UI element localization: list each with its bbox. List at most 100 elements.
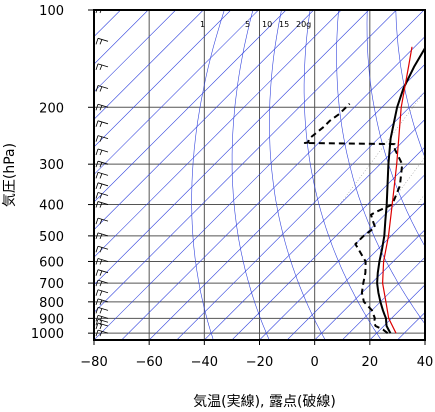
wind-barb-flag	[95, 307, 99, 314]
wind-barb-flag	[95, 330, 99, 337]
wind-barb-flag	[95, 322, 99, 330]
x-tick-label: 0	[311, 355, 319, 370]
x-tick-label: 40	[417, 355, 434, 370]
y-tick-label: 700	[39, 277, 64, 292]
wind-barb-flag	[99, 39, 103, 45]
mixing-ratio-labels: 1 5 10 15 20g	[200, 20, 311, 29]
wind-barb-flag	[99, 105, 103, 111]
y-tick-label: 1000	[31, 327, 64, 342]
wind-barb-flag	[95, 289, 99, 296]
wind-barb-flag	[95, 85, 99, 92]
x-tick-label: −40	[191, 355, 218, 370]
mixing-ratio-label: 5	[245, 20, 250, 29]
isotherm-line	[94, 10, 370, 286]
wind-barb-shaft	[97, 120, 109, 125]
wind-barb-flag	[99, 331, 103, 337]
wind-barb	[95, 103, 109, 111]
wind-barb-shaft	[97, 279, 109, 284]
wind-barb-flag	[95, 120, 99, 127]
wind-barb	[95, 322, 109, 330]
mixing-ratio-line	[431, 24, 435, 205]
wind-barb-shaft	[97, 217, 109, 222]
isotherm-line	[94, 10, 314, 231]
mixing-ratio-label: 15	[279, 20, 289, 29]
wind-barb-flag	[99, 316, 103, 322]
wind-barb	[95, 120, 109, 127]
wind-barb-flag	[99, 270, 103, 276]
isotherm-line	[176, 91, 425, 340]
wind-barb-shaft	[97, 258, 109, 262]
wind-barb-flag	[95, 298, 99, 305]
dry-adiabat-line	[231, 10, 270, 340]
x-axis-ticks: −80 −60 −40 −20 0 20 40	[80, 340, 433, 370]
y-tick-label: 500	[39, 230, 64, 245]
wind-barb-flag	[99, 299, 103, 305]
wind-barb-flag	[99, 183, 103, 189]
isotherm-line	[94, 10, 176, 93]
isotherm-line	[424, 339, 425, 340]
isotherm-line	[121, 36, 425, 340]
mixing-ratio-label: 1	[200, 20, 205, 29]
dry-adiabat-line	[191, 10, 225, 340]
isotherm-line	[94, 10, 425, 340]
wind-barb-flag	[99, 323, 103, 330]
wind-barb-shaft	[97, 289, 109, 294]
x-tick-label: −80	[80, 355, 107, 370]
y-tick-label: 100	[39, 4, 64, 19]
wind-barb-flag	[95, 148, 99, 156]
wind-barb-shaft	[97, 318, 109, 323]
y-tick-label: 200	[39, 101, 64, 116]
x-tick-label: −20	[246, 355, 273, 370]
wind-barb-flag	[95, 192, 99, 199]
wind-barb-shaft	[97, 160, 109, 165]
isotherm-line	[94, 10, 287, 203]
wind-barb-flag	[99, 173, 103, 179]
wind-barb	[95, 135, 109, 142]
y-tick-label: 400	[39, 199, 64, 214]
wind-barbs	[95, 10, 109, 337]
wind-barb-shaft	[97, 201, 109, 205]
wind-barb-flag	[95, 38, 99, 45]
wind-barb-shaft	[97, 135, 109, 139]
wind-barb-shaft	[97, 148, 109, 153]
y-tick-label: 300	[39, 158, 64, 173]
isotherm-line	[286, 201, 425, 340]
y-tick-label: 900	[39, 312, 64, 327]
wind-barb-flag	[95, 135, 99, 142]
wind-barb-flag	[99, 193, 103, 199]
mixing-ratio-label: 20g	[296, 20, 311, 29]
wind-barb-flag	[95, 258, 99, 265]
wind-barb-shaft	[97, 103, 109, 108]
wind-barb-shaft	[97, 192, 109, 196]
wind-barb-shaft	[97, 232, 109, 237]
reference-line	[382, 46, 413, 334]
isotherm-line	[342, 256, 425, 340]
wind-barb-flag	[99, 149, 103, 156]
wind-barb-flag	[99, 280, 103, 287]
wind-barb-shaft	[97, 298, 109, 303]
wind-barb-flag	[95, 269, 99, 276]
wind-barb-flag	[95, 161, 99, 168]
wind-barb-flag	[99, 121, 103, 127]
wind-barb-flag	[99, 320, 103, 326]
y-axis-title: 気圧(hPa)	[2, 143, 18, 207]
wind-barb	[95, 148, 109, 156]
wind-barb	[95, 269, 109, 276]
wind-barb	[95, 217, 109, 225]
wind-barb-flag	[95, 201, 99, 208]
wind-barb	[95, 85, 109, 92]
dry-adiabat-line	[395, 10, 425, 159]
isotherm-line	[94, 10, 259, 175]
isotherm-line	[94, 10, 232, 148]
wind-barb	[95, 192, 109, 199]
wind-barb-flag	[95, 10, 98, 14]
wind-barb-flag	[99, 136, 103, 142]
wind-barb-flag	[95, 172, 99, 179]
wind-barb	[95, 232, 109, 240]
wind-barb-shaft	[97, 269, 109, 274]
wind-barb-shaft	[97, 322, 109, 327]
wind-barb-shaft	[97, 245, 109, 250]
y-tick-label: 600	[39, 255, 64, 270]
wind-barb	[95, 318, 109, 326]
mixing-ratio-line	[416, 193, 425, 205]
